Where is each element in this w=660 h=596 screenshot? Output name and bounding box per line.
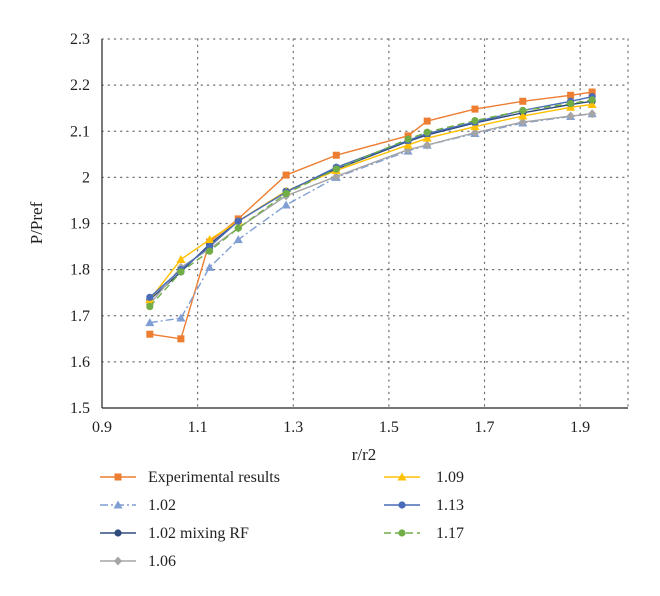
data-point: [422, 133, 432, 142]
data-point: [205, 247, 214, 255]
data-point: [177, 335, 185, 343]
legend-label: 1.02 mixing RF: [148, 525, 249, 542]
series-2: [146, 97, 596, 304]
series-line: [149, 103, 593, 301]
data-point: [470, 122, 480, 131]
y-tick-label: 2: [82, 169, 90, 186]
data-point: [146, 293, 154, 301]
legend-label: 1.13: [436, 497, 464, 514]
data-point: [177, 268, 185, 276]
data-point: [332, 151, 340, 159]
data-point: [567, 99, 575, 108]
y-tick-labels: 1.5 1.6 1.7 1.8 1.9 2 2.1 2.2 2.3: [70, 31, 90, 417]
y-tick-label: 1.6: [70, 354, 90, 371]
data-point: [332, 171, 341, 181]
data-point: [423, 140, 432, 150]
data-point: [205, 262, 215, 271]
legend-label: 1.02: [148, 497, 176, 514]
series-1: [145, 109, 597, 327]
data-point: [281, 200, 291, 209]
data-point: [332, 165, 340, 173]
x-tick-label: 1.1: [188, 419, 208, 436]
legend-entry: Experimental results: [100, 469, 280, 486]
series-0: [146, 88, 596, 343]
x-axis-label: r/r2: [352, 445, 377, 464]
series-6: [146, 96, 596, 311]
y-tick-label: 2.2: [70, 77, 90, 94]
data-point: [519, 97, 527, 105]
data-point: [423, 128, 431, 136]
data-point: [566, 111, 575, 121]
y-tick-label: 1.9: [70, 216, 90, 233]
legend-swatch-marker: [113, 500, 123, 509]
series-line: [149, 113, 593, 324]
legend-label: 1.09: [436, 469, 464, 486]
legend-label: 1.06: [148, 553, 176, 570]
legend-entry: 1.09: [384, 469, 464, 486]
data-point: [282, 171, 290, 179]
x-tick-label: 1.5: [379, 419, 399, 436]
data-point: [519, 106, 527, 115]
legend-label: 1.17: [436, 525, 464, 542]
y-tick-label: 2.1: [70, 123, 90, 140]
data-point: [588, 96, 596, 104]
data-point: [233, 235, 243, 244]
y-tick-label: 1.8: [70, 262, 90, 279]
y-axis-label: P/Pref: [27, 201, 46, 244]
series-line: [149, 91, 593, 340]
x-tick-label: 1.9: [570, 419, 590, 436]
data-point: [471, 105, 479, 113]
axes: [101, 39, 628, 409]
x-tick-labels: 0.9 1.1 1.3 1.5 1.7 1.9: [92, 419, 590, 436]
x-tick-label: 1.7: [475, 419, 495, 436]
legend-swatch-marker: [398, 529, 406, 537]
legend-entry: 1.02 mixing RF: [100, 525, 249, 542]
y-tick-label: 1.7: [70, 308, 90, 325]
data-point: [176, 313, 186, 322]
x-tick-label: 0.9: [92, 419, 112, 436]
data-point: [146, 302, 154, 311]
data-point: [234, 217, 242, 225]
data-point: [176, 254, 186, 263]
data-point: [471, 117, 479, 125]
series-line: [149, 99, 593, 307]
data-point: [588, 109, 597, 119]
legend-entry: 1.06: [100, 553, 176, 570]
data-point: [588, 88, 596, 96]
legend-entry: 1.13: [384, 497, 464, 514]
legend-swatch-marker: [114, 529, 122, 537]
plot-area: [145, 88, 597, 343]
legend-swatch-marker: [114, 556, 122, 566]
legend-entry: 1.02: [100, 497, 176, 514]
data-point: [282, 189, 290, 198]
data-point: [518, 117, 527, 127]
gridlines: [101, 38, 629, 409]
series-3: [145, 109, 597, 309]
series-line: [149, 100, 593, 301]
data-point: [205, 235, 215, 244]
series-line: [149, 113, 593, 305]
legend: Experimental results 1.02 1.02 mixing RF 1.…: [100, 469, 464, 570]
data-point: [518, 111, 528, 120]
legend-entry: 1.17: [384, 525, 464, 542]
y-tick-label: 2.3: [70, 31, 90, 48]
data-point: [404, 135, 412, 143]
x-tick-label: 1.3: [283, 419, 303, 436]
y-tick-label: 1.5: [70, 400, 90, 417]
data-point: [145, 318, 155, 327]
data-point: [403, 140, 413, 149]
legend-swatch-marker: [397, 472, 407, 481]
data-point: [587, 99, 597, 108]
data-point: [567, 91, 575, 99]
series-line: [149, 95, 593, 298]
legend-swatch-marker: [114, 473, 122, 481]
data-point: [470, 128, 479, 138]
legend-label: Experimental results: [148, 469, 280, 486]
legend-swatch-marker: [398, 501, 406, 509]
data-point: [234, 224, 242, 232]
data-point: [423, 117, 431, 125]
series-4: [145, 99, 597, 304]
data-point: [146, 330, 154, 338]
